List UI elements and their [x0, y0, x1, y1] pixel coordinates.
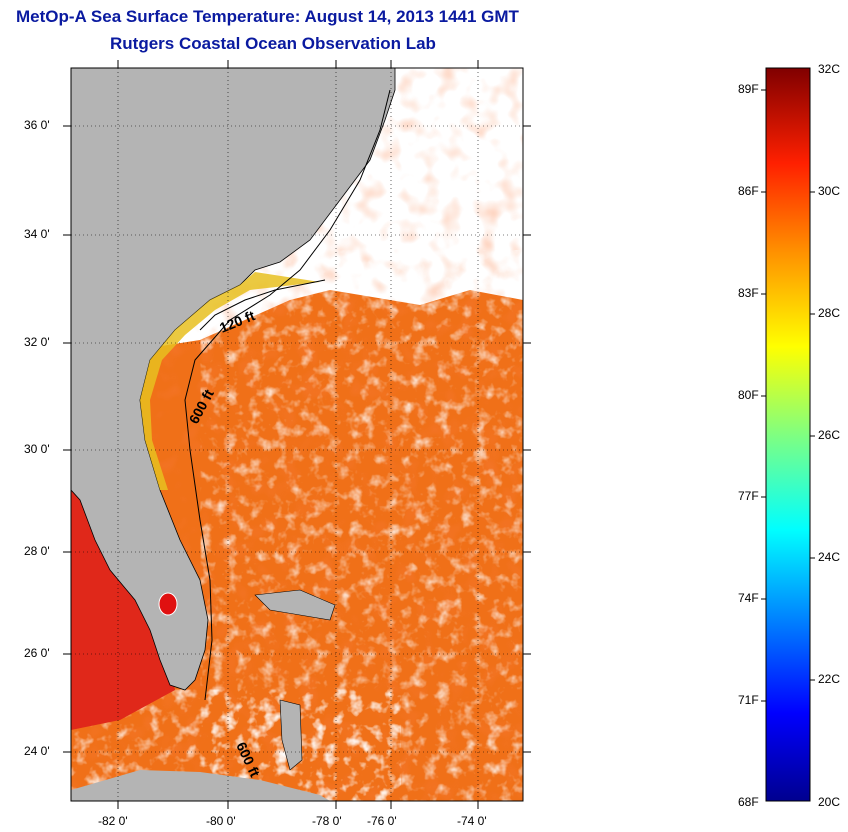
- colorbar-f-label: 68F: [738, 795, 759, 809]
- graticule: [71, 68, 523, 801]
- lat-tick-label: 32 0': [24, 335, 50, 349]
- colorbar-f-label: 74F: [738, 591, 759, 605]
- lon-tick-label: -76 0': [367, 814, 397, 828]
- map-frame: [70, 67, 524, 802]
- coastal-cool-band: [140, 272, 320, 490]
- colorbar-f-label: 83F: [738, 286, 759, 300]
- contour-120ft: [199, 279, 326, 331]
- colorbar-ticks: [761, 89, 815, 702]
- lat-tick-label: 28 0': [24, 544, 50, 558]
- title-line-2: Rutgers Coastal Ocean Observation Lab: [110, 34, 436, 53]
- axis-ticks: [63, 60, 531, 809]
- colorbar-f-label: 80F: [738, 388, 759, 402]
- andros-island: [279, 699, 303, 771]
- lat-tick-label: 36 0': [24, 118, 50, 132]
- lat-tick-label: 30 0': [24, 442, 50, 456]
- title-line-1: MetOp-A Sea Surface Temperature: August …: [16, 7, 519, 26]
- bahamas-island: [254, 589, 336, 621]
- colorbar-f-label: 71F: [738, 693, 759, 707]
- lon-tick-label: -74 0': [457, 814, 487, 828]
- colorbar: [765, 67, 811, 802]
- colorbar-f-label: 86F: [738, 184, 759, 198]
- colorbar-c-label: 20C: [818, 795, 841, 809]
- land-mass-cuba: [71, 770, 330, 801]
- lon-tick-label: -80 0': [206, 814, 236, 828]
- map-panel: 120 ft 600 ft 600 ft: [71, 68, 523, 801]
- lat-tick-label: 34 0': [24, 227, 50, 241]
- lat-tick-label: 24 0': [24, 744, 50, 758]
- colorbar-f-label: 77F: [738, 489, 759, 503]
- colorbar-c-label: 28C: [818, 306, 841, 320]
- lon-tick-label: -82 0': [98, 814, 128, 828]
- lat-tick-label: 26 0': [24, 646, 50, 660]
- colorbar-c-label: 32C: [818, 62, 841, 76]
- contour-600ft: [184, 89, 391, 701]
- gulf-warm-region: [71, 490, 175, 730]
- colorbar-c-label: 24C: [818, 550, 841, 564]
- colorbar-c-label: 30C: [818, 184, 841, 198]
- lon-tick-label: -78 0': [312, 814, 342, 828]
- colorbar-f-label: 89F: [738, 82, 759, 96]
- lake-okeechobee: [158, 592, 178, 616]
- colorbar-c-label: 26C: [818, 428, 841, 442]
- colorbar-c-label: 22C: [818, 672, 841, 686]
